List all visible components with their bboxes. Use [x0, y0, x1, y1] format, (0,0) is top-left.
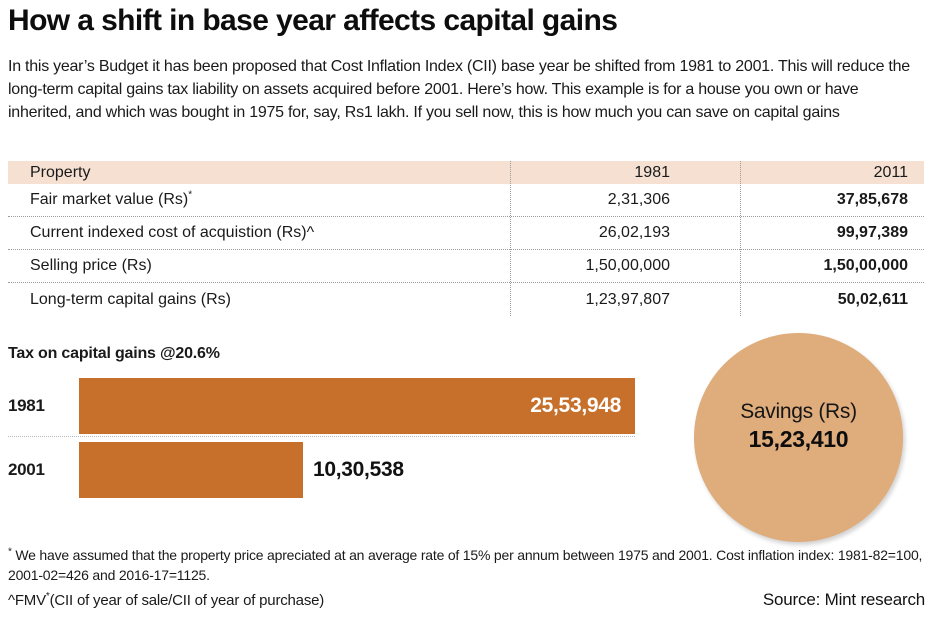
chart-title: Tax on capital gains @20.6% — [8, 345, 220, 362]
bar-category-1981: 1981 — [8, 396, 45, 415]
savings-circle: Savings (Rs) 15,23,410 — [694, 333, 903, 542]
asterisk-marker: * — [45, 591, 50, 602]
savings-value: 15,23,410 — [748, 426, 849, 452]
row-label: Selling price (Rs) — [30, 257, 152, 274]
value-1981: 2,31,306 — [607, 191, 670, 208]
value-1981: 1,23,97,807 — [585, 290, 670, 308]
footnote-marker: * — [188, 189, 193, 201]
row-label: Fair market value (Rs)* — [30, 189, 193, 208]
value-2011: 50,02,611 — [837, 290, 908, 308]
bar-separator-line — [8, 436, 635, 437]
bar-value-2001: 10,30,538 — [313, 458, 404, 481]
intro-text: In this year’s Budget it has been propos… — [8, 58, 910, 121]
value-2011: 1,50,00,000 — [823, 257, 908, 274]
table-row: Long-term capital gains (Rs) 1,23,97,807… — [8, 283, 924, 316]
source-credit: Source: Mint research — [762, 590, 925, 609]
table-row: Selling price (Rs) 1,50,00,000 1,50,00,0… — [8, 250, 924, 283]
bar-category-2001: 2001 — [8, 460, 45, 479]
column-header-2011: 2011 — [873, 163, 908, 181]
bar-value-1981: 25,53,948 — [530, 394, 621, 417]
bar-2001 — [79, 442, 303, 498]
bottom-row: ^FMV*(CII of year of sale/CII of year of… — [8, 590, 925, 610]
column-divider — [510, 161, 511, 316]
footnote-assumption: * We have assumed that the property pric… — [8, 546, 923, 583]
table-header-row: Property 1981 2011 — [8, 161, 924, 184]
row-label: Long-term capital gains (Rs) — [30, 290, 231, 308]
asterisk-marker: * — [8, 546, 12, 558]
value-2011: 99,97,389 — [836, 224, 908, 241]
row-label: Current indexed cost of acquistion (Rs)^ — [30, 224, 315, 241]
value-2011: 37,85,678 — [836, 191, 908, 208]
comparison-table: Property 1981 2011 Fair market value (Rs… — [8, 161, 924, 316]
value-1981: 26,02,193 — [598, 224, 670, 241]
column-header-property: Property — [30, 163, 91, 181]
table-row: Fair market value (Rs)* 2,31,306 37,85,6… — [8, 184, 924, 217]
savings-circle-content: Savings (Rs) 15,23,410 — [740, 400, 857, 453]
bar-row-1981: 25,53,948 — [79, 378, 635, 434]
table-row: Current indexed cost of acquistion (Rs)^… — [8, 217, 924, 250]
footnote-fmv-formula: ^FMV*(CII of year of sale/CII of year of… — [8, 591, 325, 610]
value-1981: 1,50,00,000 — [585, 257, 670, 274]
column-header-1981: 1981 — [634, 163, 670, 181]
bar-1981: 25,53,948 — [79, 378, 635, 434]
page-title: How a shift in base year affects capital… — [8, 4, 618, 37]
savings-label: Savings (Rs) — [740, 400, 857, 423]
column-divider — [740, 161, 741, 316]
bar-row-2001: 10,30,538 — [79, 442, 404, 498]
